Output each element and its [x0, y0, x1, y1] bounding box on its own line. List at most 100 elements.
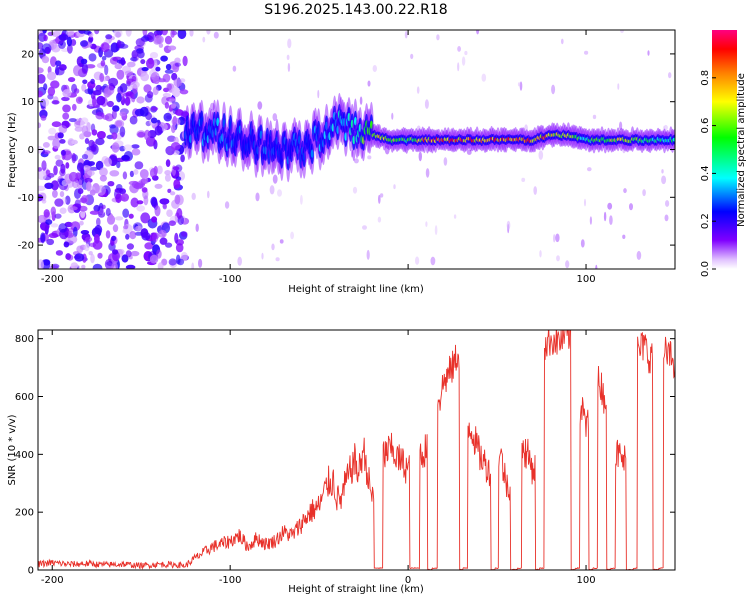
noise-blob — [76, 56, 85, 67]
noise-blob — [129, 115, 138, 125]
noise-blob — [73, 226, 78, 238]
figure-title: S196.2025.143.00.22.R18 — [264, 2, 447, 18]
speckle-blob — [443, 157, 448, 166]
ridge-core — [211, 129, 215, 138]
noise-blob — [167, 188, 172, 193]
speckle-blob — [271, 243, 275, 251]
colorbar-tick-label: 0.0 — [700, 261, 711, 277]
snr-series — [38, 330, 675, 570]
noise-blob — [156, 30, 163, 36]
noise-blob — [79, 133, 85, 140]
noise-blob — [139, 106, 149, 117]
snr-frame — [37, 329, 676, 571]
noise-blob — [51, 263, 60, 269]
speckle-blob — [425, 168, 430, 178]
noise-blob — [156, 165, 163, 175]
noise-blob — [172, 166, 180, 171]
noise-blob — [95, 84, 103, 92]
speckle-blob — [517, 82, 521, 87]
noise-blob — [59, 191, 65, 198]
noise-blob — [38, 170, 47, 181]
noise-blob — [41, 56, 50, 64]
noise-blob — [159, 237, 168, 245]
noise-blob — [57, 132, 64, 139]
speckle-blob — [661, 175, 667, 185]
noise-blob — [83, 165, 91, 171]
noise-blob — [47, 135, 57, 141]
noise-blob — [162, 204, 167, 210]
noise-blob — [55, 250, 64, 256]
speckle-blob — [424, 99, 429, 109]
spectrogram-ytick-label: -10 — [18, 193, 34, 204]
noise-blob — [131, 144, 140, 149]
speckle-blob — [453, 214, 457, 219]
speckle-blob — [607, 202, 613, 210]
snr-plot-area — [38, 330, 675, 570]
speckle-blob — [320, 123, 324, 131]
noise-blob — [75, 172, 81, 180]
speckle-blob — [553, 234, 556, 243]
noise-blob — [94, 233, 100, 244]
noise-blob — [122, 171, 128, 180]
speckle-blob — [189, 30, 194, 37]
noise-blob — [95, 111, 105, 120]
ridge-core — [286, 155, 290, 165]
noise-blob — [176, 208, 183, 219]
noise-blob — [156, 249, 162, 259]
noise-blob — [50, 223, 59, 228]
noise-blob — [99, 167, 108, 177]
noise-blob — [137, 50, 145, 59]
noise-blob — [94, 30, 100, 35]
ridge-core — [310, 149, 314, 158]
noise-blob — [79, 197, 88, 203]
speckle-blob — [464, 50, 468, 56]
snr-xtick-label: 100 — [576, 575, 595, 586]
noise-blob — [173, 179, 181, 189]
speckle-blob — [416, 125, 421, 133]
speckle-blob — [519, 81, 523, 91]
noise-blob — [53, 165, 58, 176]
speckle-blob — [617, 83, 620, 90]
noise-blob — [68, 77, 76, 83]
noise-blob — [171, 124, 176, 134]
noise-blob — [41, 160, 47, 171]
noise-blob — [81, 264, 86, 269]
noise-blob — [54, 213, 62, 219]
noise-blob — [60, 149, 66, 156]
noise-blob — [55, 30, 62, 34]
noise-blob — [171, 86, 181, 98]
speckle-blob — [277, 189, 282, 197]
noise-blob — [124, 96, 131, 106]
noise-blob — [113, 30, 123, 38]
noise-blob — [169, 191, 176, 196]
speckle-blob — [393, 184, 396, 190]
noise-blob — [116, 161, 121, 169]
noise-blob — [107, 181, 115, 187]
speckle-blob — [457, 62, 460, 72]
noise-blob — [143, 195, 149, 206]
noise-blob — [165, 159, 171, 168]
noise-blob — [101, 56, 107, 61]
noise-blob — [139, 169, 149, 179]
noise-blob — [55, 60, 62, 67]
noise-blob — [180, 251, 188, 262]
noise-blob — [42, 30, 47, 34]
speckle-blob — [506, 220, 511, 230]
noise-blob — [66, 254, 74, 261]
noise-blob — [120, 193, 129, 202]
noise-blob — [150, 196, 158, 207]
speckle-blob — [224, 201, 230, 209]
speckle-blob — [461, 56, 466, 66]
noise-blob — [174, 232, 179, 244]
noise-blob — [99, 175, 107, 182]
noise-blob — [168, 258, 177, 266]
speckle-blob — [191, 192, 196, 200]
noise-blob — [92, 98, 98, 107]
noise-blob — [70, 262, 78, 269]
noise-blob — [125, 264, 136, 269]
colorbar-label: Normalized spectral amplitude — [736, 73, 747, 227]
ridge-core — [325, 121, 328, 131]
noise-blob — [52, 189, 58, 198]
colorbar-tick-label: 0.2 — [700, 213, 711, 229]
noise-blob — [160, 55, 168, 62]
